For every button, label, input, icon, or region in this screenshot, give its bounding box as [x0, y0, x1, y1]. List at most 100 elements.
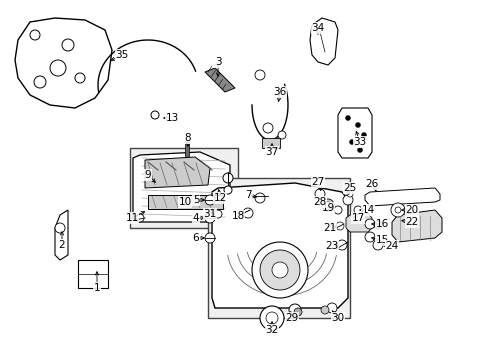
- Text: 20: 20: [405, 205, 418, 215]
- Circle shape: [390, 203, 404, 217]
- Circle shape: [204, 213, 215, 223]
- Circle shape: [271, 262, 287, 278]
- Circle shape: [333, 206, 341, 214]
- Circle shape: [151, 111, 159, 119]
- Polygon shape: [337, 108, 371, 158]
- Circle shape: [223, 173, 232, 183]
- Circle shape: [364, 219, 374, 229]
- Circle shape: [254, 193, 264, 203]
- Text: 14: 14: [361, 205, 374, 215]
- Circle shape: [346, 191, 352, 197]
- Bar: [184, 142, 189, 162]
- Circle shape: [50, 60, 66, 76]
- Text: 12: 12: [213, 193, 226, 203]
- Circle shape: [251, 242, 307, 298]
- Polygon shape: [212, 183, 347, 308]
- Text: 19: 19: [321, 203, 334, 213]
- Text: 13: 13: [165, 113, 178, 123]
- Circle shape: [62, 39, 74, 51]
- Circle shape: [321, 199, 333, 211]
- Circle shape: [243, 208, 252, 218]
- Text: 31: 31: [203, 209, 216, 219]
- Circle shape: [30, 30, 40, 40]
- Circle shape: [349, 139, 354, 144]
- Circle shape: [335, 222, 343, 230]
- Circle shape: [373, 221, 381, 229]
- Circle shape: [361, 132, 366, 138]
- Circle shape: [293, 308, 302, 316]
- Text: 36: 36: [273, 87, 286, 97]
- Circle shape: [314, 189, 325, 199]
- Circle shape: [288, 304, 301, 316]
- Text: 15: 15: [375, 235, 388, 245]
- Text: 24: 24: [385, 241, 398, 251]
- Bar: [262, 138, 280, 148]
- Circle shape: [75, 73, 85, 83]
- Circle shape: [326, 303, 336, 313]
- Circle shape: [355, 122, 360, 127]
- Circle shape: [260, 306, 284, 330]
- Text: 37: 37: [265, 147, 278, 157]
- Polygon shape: [309, 18, 337, 65]
- Text: 30: 30: [331, 313, 344, 323]
- Text: 27: 27: [311, 177, 324, 187]
- Circle shape: [260, 250, 299, 290]
- Text: 1: 1: [94, 283, 100, 293]
- Circle shape: [265, 312, 278, 324]
- Text: 17: 17: [351, 213, 364, 223]
- Circle shape: [136, 214, 143, 222]
- Text: 35: 35: [115, 50, 128, 60]
- Text: 33: 33: [353, 137, 366, 147]
- Circle shape: [320, 306, 328, 314]
- Text: 18: 18: [231, 211, 244, 221]
- Bar: [78, 260, 108, 288]
- Polygon shape: [391, 210, 441, 242]
- Text: 7: 7: [244, 190, 251, 200]
- Circle shape: [336, 240, 346, 250]
- Text: 4: 4: [192, 213, 199, 223]
- Polygon shape: [55, 210, 68, 260]
- Polygon shape: [133, 152, 229, 222]
- Polygon shape: [145, 157, 209, 188]
- Circle shape: [278, 131, 285, 139]
- Circle shape: [325, 202, 330, 208]
- Text: 28: 28: [313, 197, 326, 207]
- Polygon shape: [364, 188, 439, 206]
- Text: 6: 6: [192, 233, 199, 243]
- Text: 3: 3: [214, 57, 221, 67]
- Polygon shape: [15, 18, 112, 108]
- Text: 26: 26: [365, 179, 378, 189]
- Text: 8: 8: [184, 133, 191, 143]
- Circle shape: [214, 210, 222, 218]
- Text: 10: 10: [178, 197, 191, 207]
- Text: 21: 21: [323, 223, 336, 233]
- Text: 29: 29: [285, 313, 298, 323]
- Text: 2: 2: [59, 240, 65, 250]
- Circle shape: [204, 195, 215, 205]
- Polygon shape: [346, 213, 371, 232]
- Circle shape: [263, 123, 272, 133]
- Text: 9: 9: [144, 170, 151, 180]
- Text: 23: 23: [325, 241, 338, 251]
- Text: 25: 25: [343, 183, 356, 193]
- Circle shape: [342, 195, 352, 205]
- Circle shape: [55, 223, 65, 233]
- Text: 16: 16: [375, 219, 388, 229]
- Circle shape: [345, 116, 350, 121]
- Circle shape: [364, 232, 374, 242]
- Text: 32: 32: [265, 325, 278, 335]
- Bar: [148, 195, 223, 209]
- Circle shape: [204, 233, 215, 243]
- Circle shape: [394, 207, 400, 213]
- Circle shape: [372, 240, 382, 250]
- Text: 5: 5: [192, 195, 199, 205]
- Circle shape: [34, 76, 46, 88]
- Circle shape: [224, 186, 231, 194]
- Text: 34: 34: [311, 23, 324, 33]
- Circle shape: [357, 148, 362, 153]
- Text: 11: 11: [125, 213, 138, 223]
- Bar: [207, 178, 349, 318]
- Circle shape: [353, 206, 361, 214]
- Polygon shape: [204, 68, 235, 92]
- Bar: [130, 148, 238, 228]
